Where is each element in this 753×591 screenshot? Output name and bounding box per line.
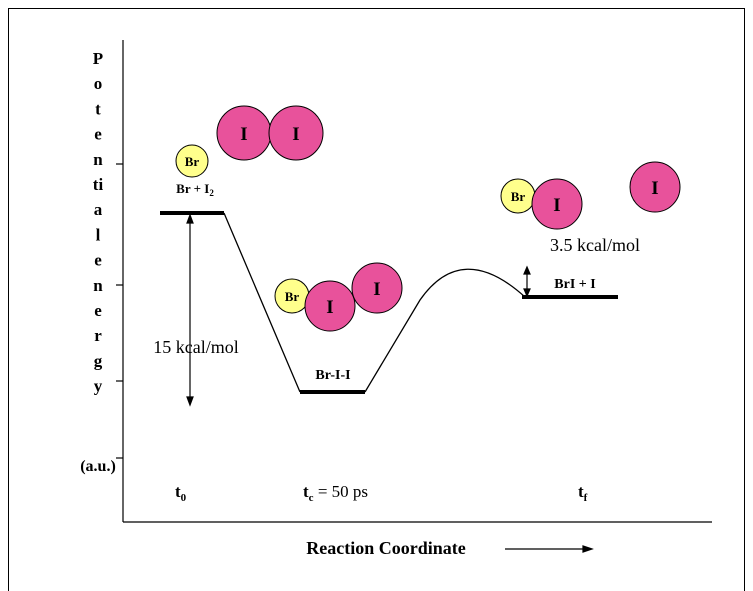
y-label-letter: e: [94, 251, 102, 270]
state-label: BrI + I: [554, 277, 595, 292]
y-label-letter: n: [93, 276, 103, 295]
atom: [531, 178, 583, 230]
y-label-letter: n: [93, 150, 103, 169]
y-label-letter: r: [94, 326, 102, 345]
y-label-letter: a: [94, 200, 103, 219]
y-label-letter: l: [96, 225, 101, 244]
atom: [175, 144, 209, 178]
frame: [8, 8, 745, 591]
time-label: tf: [578, 482, 588, 504]
y-label-letter: o: [94, 74, 103, 93]
energy-label: 3.5 kcal/mol: [550, 235, 640, 255]
atom-label: Br: [285, 289, 300, 304]
state-label: Br-I-I: [315, 368, 350, 383]
time-label: tc = 50 ps: [303, 482, 368, 504]
levels: [160, 211, 618, 394]
atom-label: I: [651, 178, 658, 199]
y-label-letter: e: [94, 125, 102, 144]
atom-label: I: [292, 124, 299, 145]
y-units: (a.u.): [80, 458, 116, 475]
time-label: t0: [175, 482, 187, 504]
energy-label: 15 kcal/mol: [153, 337, 238, 357]
atom-label: I: [240, 124, 247, 145]
arrow-heads: [186, 213, 194, 407]
atom-label: I: [373, 279, 380, 300]
atom: [629, 161, 681, 213]
y-label-letter: e: [94, 301, 102, 320]
atom-label: Br: [185, 154, 200, 169]
state-label: Br + I2: [176, 181, 214, 198]
y-label-letter: t: [95, 99, 101, 118]
y-label-letter: P: [93, 49, 103, 68]
energy-curve: [223, 212, 526, 393]
axes: [116, 40, 712, 523]
atoms: Br I I Br I I Br I I: [175, 105, 681, 332]
y-label-letter: ti: [93, 175, 104, 194]
arrow-head: [582, 545, 594, 553]
atom: [304, 280, 356, 332]
atom-label: Br: [511, 189, 526, 204]
y-label-letter: y: [94, 377, 103, 396]
atom-label: I: [326, 297, 333, 318]
arrow-heads: [523, 265, 531, 298]
x-axis-label: Reaction Coordinate: [306, 538, 465, 558]
atom: [351, 262, 403, 314]
y-label-letter: g: [94, 351, 103, 370]
atom: [268, 105, 324, 161]
arrows: [186, 213, 594, 553]
atom-label: I: [553, 195, 560, 216]
